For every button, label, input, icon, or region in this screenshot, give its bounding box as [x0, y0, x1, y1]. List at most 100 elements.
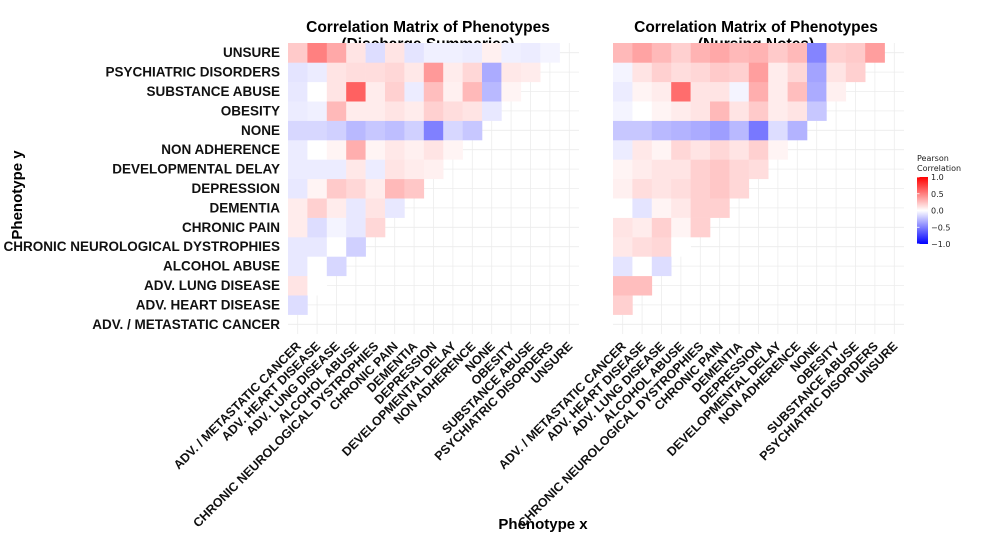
heatmap-cell — [671, 43, 691, 63]
heatmap-cell — [326, 217, 347, 238]
heatmap-cell — [482, 62, 502, 83]
heatmap-cell — [651, 159, 672, 180]
heatmap-cell — [462, 120, 483, 141]
heatmap-cell — [404, 62, 425, 83]
heatmap-cell — [326, 178, 347, 199]
heatmap-cell — [385, 140, 405, 160]
heatmap-cell — [520, 43, 541, 63]
heatmap-cell — [326, 101, 347, 121]
heatmap-cell — [632, 237, 653, 257]
heatmap-cell — [365, 178, 386, 199]
y-tick-label: DEPRESSION — [191, 181, 280, 196]
heatmap-cell — [613, 62, 633, 83]
right-chart-title-line1: Correlation Matrix of Phenotypes — [634, 19, 878, 36]
heatmap-cell — [826, 43, 847, 63]
legend-tick-label: −1.0 — [931, 240, 950, 249]
heatmap-cell — [288, 178, 308, 199]
heatmap-cell — [346, 81, 366, 102]
heatmap-cell — [307, 237, 328, 257]
heatmap-cell — [482, 43, 502, 63]
heatmap-cell — [307, 178, 328, 199]
heatmap-cell — [632, 120, 653, 141]
heatmap-cell — [671, 140, 691, 160]
heatmap-cell — [710, 120, 730, 141]
y-tick-label: ADV. HEART DISEASE — [136, 297, 280, 312]
y-tick-label: NON ADHERENCE — [161, 142, 280, 157]
legend-title-line1: Pearson — [917, 154, 949, 163]
heatmap-cell — [690, 217, 711, 238]
heatmap-cell — [346, 140, 366, 160]
legend: Pearson Correlation 1.0 0.5 0.0 −0.5 −1.0 — [917, 154, 961, 249]
heatmap-cell — [613, 295, 633, 315]
heatmap-cell — [404, 43, 425, 63]
heatmap-cell — [748, 101, 769, 121]
heatmap-cell — [613, 237, 633, 257]
legend-color-bar — [917, 177, 928, 244]
heatmap-cell — [462, 81, 483, 102]
heatmap-cell — [385, 159, 405, 180]
heatmap-cell — [671, 62, 691, 83]
heatmap-cell — [326, 120, 347, 141]
heatmap-cell — [632, 275, 653, 296]
heatmap-cell — [307, 81, 328, 102]
heatmap-cell — [423, 81, 444, 102]
heatmap-cell — [613, 256, 633, 277]
heatmap-cell — [462, 43, 483, 63]
heatmap-cell — [443, 81, 463, 102]
heatmap-cell — [768, 120, 788, 141]
heatmap-cell — [690, 81, 711, 102]
heatmap-cell — [404, 140, 425, 160]
heatmap-cell — [632, 43, 653, 63]
heatmap-cell — [423, 43, 444, 63]
heatmap-cell — [288, 237, 308, 257]
heatmap-cell — [482, 81, 502, 102]
heatmap-cell — [671, 81, 691, 102]
heatmap-cell — [729, 120, 750, 141]
heatmap-cell — [845, 43, 866, 63]
heatmap-cell — [651, 120, 672, 141]
heatmap-cell — [671, 101, 691, 121]
heatmap-cell — [768, 81, 788, 102]
heatmap-cell — [501, 81, 522, 102]
heatmap-cell — [443, 43, 463, 63]
heatmap-cell — [346, 178, 366, 199]
y-tick-label: DEMENTIA — [210, 200, 281, 215]
heatmap-cell — [690, 120, 711, 141]
y-tick-label: OBESITY — [221, 103, 280, 118]
heatmap-cell — [729, 159, 750, 180]
heatmap-cell — [632, 159, 653, 180]
heatmap-cell — [307, 198, 328, 218]
y-tick-label: DEVELOPMENTAL DELAY — [112, 162, 280, 177]
heatmap-cell — [385, 101, 405, 121]
heatmap-cell — [710, 43, 730, 63]
heatmap-cell — [326, 256, 347, 277]
heatmap-cell — [710, 62, 730, 83]
heatmap-cell — [632, 178, 653, 199]
heatmap-cell — [326, 81, 347, 102]
heatmap-cell — [710, 159, 730, 180]
heatmap-cell — [613, 81, 633, 102]
heatmap-cell — [787, 120, 808, 141]
heatmap-cell — [748, 62, 769, 83]
heatmap-cell — [443, 120, 463, 141]
heatmap-cell — [385, 62, 405, 83]
heatmap-cell — [385, 43, 405, 63]
heatmap-cell — [346, 198, 366, 218]
heatmap-cell — [787, 81, 808, 102]
heatmap-cell — [690, 198, 711, 218]
heatmap-cell — [710, 81, 730, 102]
heatmap-cell — [288, 256, 308, 277]
heatmap-cell — [404, 178, 425, 199]
heatmap-cell — [748, 159, 769, 180]
heatmap-cell — [651, 198, 672, 218]
heatmap-cell — [365, 101, 386, 121]
heatmap-cell — [671, 198, 691, 218]
heatmap-cell — [540, 43, 560, 63]
heatmap-cell — [613, 275, 633, 296]
heatmap-cell — [385, 178, 405, 199]
heatmap-cell — [288, 275, 308, 296]
heatmap-cell — [632, 101, 653, 121]
heatmap-cell — [365, 81, 386, 102]
heatmap-cell — [632, 140, 653, 160]
